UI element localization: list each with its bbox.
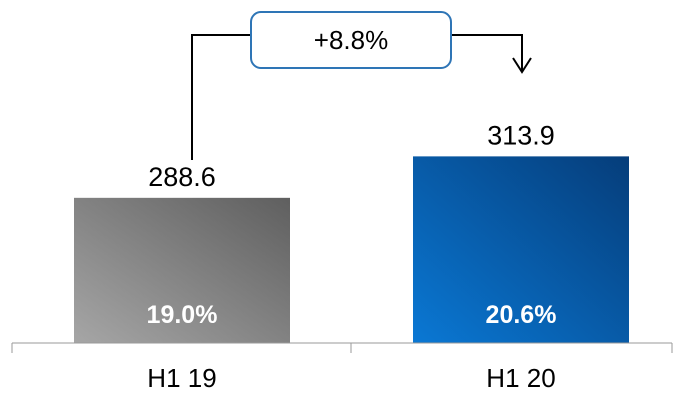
growth-box [250, 11, 452, 69]
bar-h1-20 [413, 156, 629, 343]
growth-connector-right [451, 34, 523, 72]
growth-connector-left [191, 34, 251, 160]
bar-h1-19 [74, 197, 290, 343]
arrow-head-icon [512, 57, 532, 74]
growth-label: +8.8% [314, 25, 388, 55]
bar-inner-label: 19.0% [147, 301, 218, 329]
growth-annotation: +8.8% [191, 11, 532, 160]
x-axis [11, 342, 673, 353]
bars-layer [74, 156, 629, 343]
value-label: 313.9 [487, 120, 555, 150]
bar-inner-label: 20.6% [486, 301, 557, 329]
labels-layer: H1 19 288.6 19.0% H1 20 313.9 20.6% [147, 120, 557, 393]
value-label: 288.6 [148, 162, 216, 192]
x-tick-label: H1 19 [147, 363, 216, 393]
x-tick-label: H1 20 [486, 363, 555, 393]
